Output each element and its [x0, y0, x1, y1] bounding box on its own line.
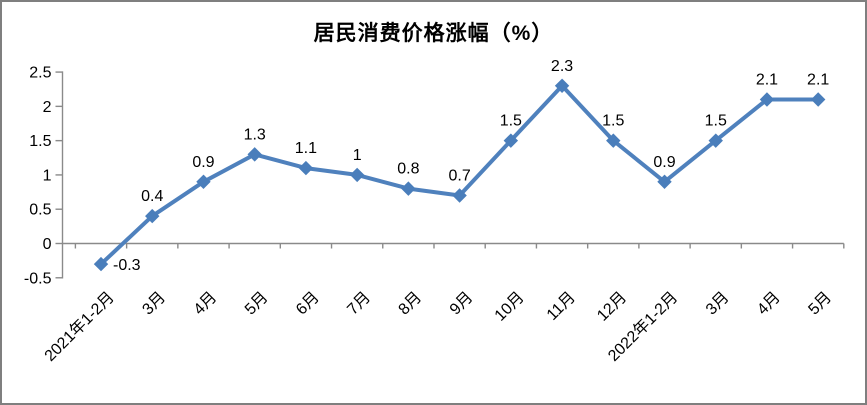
data-point-label: 1.5	[602, 113, 624, 130]
y-tick-label: -0.5	[24, 270, 52, 287]
data-point-marker	[810, 92, 826, 107]
data-point-marker	[145, 208, 160, 224]
x-tick-label: 8月	[396, 289, 426, 319]
data-point-label: 1.3	[244, 126, 266, 143]
data-point-marker	[708, 133, 723, 148]
data-point-marker	[657, 174, 672, 189]
data-point-marker	[503, 133, 519, 148]
data-point-marker	[93, 256, 109, 272]
y-tick-label: 2	[43, 99, 52, 116]
data-point-label: 1.5	[500, 113, 522, 130]
data-point-label: 1.5	[705, 113, 727, 130]
x-tick-label: 10月	[492, 289, 528, 325]
data-point-label: 0.9	[192, 154, 214, 171]
x-tick-label: 11月	[544, 289, 579, 324]
data-point-label: 2.1	[756, 72, 778, 89]
data-point-marker	[401, 181, 416, 196]
x-tick-label: 12月	[594, 289, 630, 325]
data-point-label: 0.8	[397, 161, 419, 178]
data-point-label: 2.1	[807, 72, 829, 89]
data-point-marker	[606, 133, 621, 148]
x-tick-label: 3月	[139, 289, 169, 319]
data-point-label: -0.3	[113, 257, 141, 274]
y-tick-label: 0	[43, 236, 52, 253]
data-point-label: 1	[353, 147, 362, 164]
x-tick-label: 3月	[703, 289, 733, 319]
data-point-marker	[349, 167, 365, 183]
y-tick-label: 0.5	[29, 202, 51, 219]
data-point-label: 0.4	[141, 188, 163, 205]
x-tick-label: 4月	[191, 289, 221, 319]
x-tick-label: 9月	[447, 289, 477, 319]
x-tick-label: 7月	[344, 289, 374, 319]
data-point-marker	[196, 174, 211, 189]
data-point-marker	[298, 160, 314, 176]
data-point-label: 0.7	[448, 168, 470, 185]
data-point-marker	[247, 147, 262, 162]
x-tick-label: 4月	[754, 289, 784, 319]
chart-title: 居民消费价格涨幅（%）	[313, 22, 554, 45]
x-tick-label: 2021年1-2月	[41, 288, 118, 365]
y-tick-label: 1	[43, 167, 52, 184]
data-point-marker	[759, 92, 775, 107]
y-tick-label: 1.5	[29, 133, 51, 150]
x-tick-label: 6月	[293, 289, 323, 319]
y-tick-label: 2.5	[29, 65, 51, 82]
data-point-label: 2.3	[551, 58, 573, 75]
x-tick-label: 5月	[242, 289, 272, 319]
x-tick-label: 5月	[805, 289, 835, 319]
data-point-label: 0.9	[653, 154, 675, 171]
data-point-marker	[554, 78, 570, 93]
data-point-label: 1.1	[295, 140, 317, 157]
data-point-marker	[452, 188, 467, 203]
